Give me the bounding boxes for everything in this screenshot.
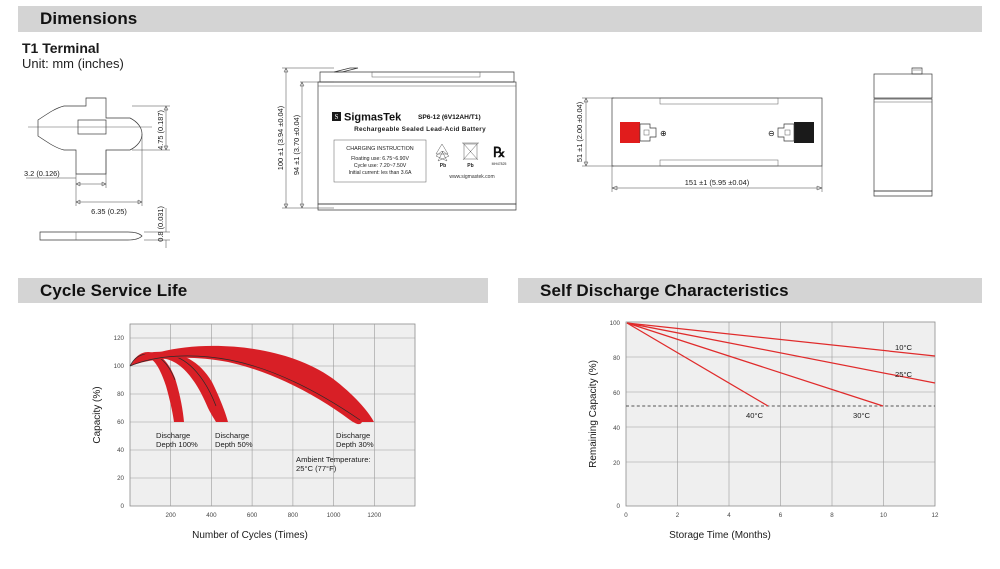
- t1-terminal-drawing: 4.75 (0.187) 3.2 (0.126) 6.35 (0.25) 0.8…: [20, 78, 230, 253]
- dim-terminal-height: 4.75 (0.187): [156, 110, 165, 150]
- svg-text:Pb: Pb: [440, 163, 446, 169]
- sd-ytick-80: 80: [613, 355, 620, 362]
- wheelie-bin-pb-icon: Pb: [462, 142, 479, 169]
- positive-symbol: ⊕: [660, 129, 667, 138]
- cycle-xtick-1200: 1200: [367, 512, 381, 519]
- cycle-y-axis-label: Capacity (%): [92, 386, 103, 443]
- sd-line-10c: [626, 322, 936, 357]
- svg-text:℞: ℞: [493, 146, 506, 161]
- sd-line-25c: [626, 322, 936, 384]
- model-number: SP6-12 (6V12AH/T1): [418, 114, 481, 121]
- sd-label-30c: 30°C: [853, 411, 870, 420]
- cycle-ytick-20: 20: [117, 475, 124, 482]
- curve-dod-100: [130, 352, 184, 422]
- sd-xtick-2: 2: [676, 512, 680, 519]
- brand-logo-mark: S: [335, 113, 339, 121]
- curve-dod-50: [130, 351, 228, 422]
- sd-x-axis-label: Storage Time (Months): [669, 530, 771, 541]
- sd-label-40c: 40°C: [746, 411, 763, 420]
- negative-terminal: ⊖: [768, 122, 814, 143]
- battery-type-line: Rechargeable Sealed Lead-Acid Battery: [354, 126, 486, 133]
- dim-terminal-slot: 3.2 (0.126): [24, 169, 60, 178]
- section-header-cycle-service-life: Cycle Service Life: [18, 278, 488, 303]
- cycle-annotation-dod50-line2: Depth 50%: [215, 440, 253, 449]
- cycle-ytick-100: 100: [114, 363, 125, 370]
- sd-label-25c: 25°C: [895, 370, 912, 379]
- cycle-ytick-120: 120: [114, 335, 125, 342]
- cycle-section-title: Cycle Service Life: [40, 280, 188, 300]
- dim-case-height: 94 ±1 (3.70 ±0.04): [292, 115, 301, 175]
- positive-terminal: ⊕: [620, 122, 667, 143]
- page-title: Dimensions: [40, 9, 138, 28]
- charging-float-line: Floating use: 6.75~6.90V: [351, 156, 409, 162]
- dim-terminal-thickness: 0.8 (0.031): [156, 206, 165, 242]
- cycle-ytick-40: 40: [117, 447, 124, 454]
- section-header-self-discharge: Self Discharge Characteristics: [518, 278, 982, 303]
- sd-line-40c: [626, 322, 769, 407]
- cycle-annotation-dod30-line2: Depth 30%: [336, 440, 374, 449]
- cycle-xtick-1000: 1000: [327, 512, 341, 519]
- cycle-xtick-600: 600: [247, 512, 258, 519]
- cycle-xtick-200: 200: [166, 512, 177, 519]
- cycle-service-life-chart: 120 100 80 60 40 20 0 200 400 600 800 10…: [60, 310, 460, 560]
- cycle-annotation-dod100-line1: Discharge: [156, 431, 190, 440]
- sd-ytick-20: 20: [613, 460, 620, 467]
- cycle-annotation-dod50-line1: Discharge: [215, 431, 249, 440]
- cycle-x-axis-label: Number of Cycles (Times): [192, 530, 308, 541]
- charging-cycle-line: Cycle use: 7.20~7.50V: [354, 163, 407, 169]
- self-discharge-chart: 100 80 60 40 20 0 0 2 4 6 8 10 12 10°C 2…: [560, 310, 990, 560]
- cycle-annotation-ambient-line2: 25°C (77°F): [296, 464, 337, 473]
- sd-ytick-40: 40: [613, 425, 620, 432]
- sd-xtick-4: 4: [727, 512, 731, 519]
- sd-xtick-6: 6: [779, 512, 783, 519]
- battery-side-view: [860, 62, 970, 222]
- brand-name: SigmasTek: [344, 112, 402, 124]
- sd-xtick-10: 10: [880, 512, 887, 519]
- cycle-annotation-dod30-line1: Discharge: [336, 431, 370, 440]
- svg-text:MH47825: MH47825: [492, 162, 507, 166]
- curve-dod-30: [130, 345, 374, 425]
- charging-instruction-title: CHARGING INSTRUCTION: [346, 146, 413, 152]
- negative-symbol: ⊖: [768, 129, 775, 138]
- unit-note: Unit: mm (inches): [22, 56, 124, 71]
- recycle-pb-icon: Pb: [435, 143, 450, 169]
- cycle-ytick-80: 80: [117, 391, 124, 398]
- sd-label-10c: 10°C: [895, 343, 912, 352]
- cycle-annotation-ambient-line1: Ambient Temperature:: [296, 455, 371, 464]
- sd-ytick-100: 100: [610, 320, 621, 327]
- cycle-ytick-60: 60: [117, 419, 124, 426]
- self-discharge-section-title: Self Discharge Characteristics: [540, 280, 789, 300]
- sd-xtick-0: 0: [624, 512, 628, 519]
- cycle-ytick-0: 0: [121, 503, 125, 510]
- sd-ytick-60: 60: [613, 390, 620, 397]
- cycle-xtick-800: 800: [288, 512, 299, 519]
- battery-front-view: 100 ±1 (3.94 ±0.04) 94 ±1 (3.70 ±0.04) S…: [272, 60, 534, 235]
- cycle-xtick-400: 400: [206, 512, 217, 519]
- battery-top-view: 51 ±1 (2.00 ±0.04) ⊕ ⊖ 151 ±1 (5.95 ±0.0…: [568, 60, 838, 210]
- sd-y-axis-label: Remaining Capacity (%): [588, 360, 599, 468]
- sd-xtick-12: 12: [932, 512, 939, 519]
- ul-certification-icon: ℞ MH47825: [492, 146, 507, 166]
- terminal-type-title: T1 Terminal: [22, 40, 100, 56]
- sd-line-30c: [626, 322, 884, 407]
- section-header-dimensions: Dimensions: [18, 6, 982, 32]
- dim-top-depth: 51 ±1 (2.00 ±0.04): [575, 102, 584, 162]
- svg-text:Pb: Pb: [467, 163, 473, 169]
- dim-top-length: 151 ±1 (5.95 ±0.04): [685, 178, 749, 187]
- sd-ytick-0: 0: [617, 503, 621, 510]
- dim-terminal-width: 6.35 (0.25): [91, 207, 127, 216]
- sd-xtick-8: 8: [830, 512, 834, 519]
- cycle-annotation-dod100-line2: Depth 100%: [156, 440, 198, 449]
- charging-current-line: Initial current: les than 3.6A: [349, 170, 412, 176]
- dim-overall-height: 100 ±1 (3.94 ±0.04): [276, 106, 285, 170]
- website-url: www.sigmastek.com: [449, 174, 494, 180]
